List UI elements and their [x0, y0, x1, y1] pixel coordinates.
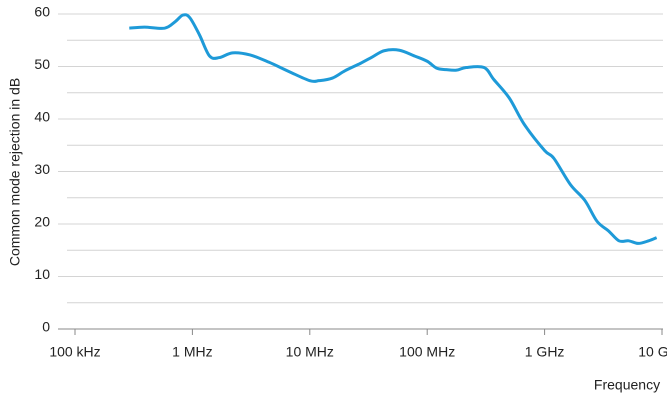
x-tick-label: 10 GHz: [638, 344, 667, 360]
x-tick-label: 10 MHz: [286, 344, 334, 360]
y-tick-label: 50: [34, 56, 50, 72]
y-tick-label: 60: [34, 4, 50, 20]
y-tick-label: 0: [42, 319, 50, 335]
y-tick-label: 20: [34, 214, 50, 230]
y-axis-label: Common mode rejection in dB: [7, 78, 23, 266]
x-tick-label: 100 MHz: [399, 344, 455, 360]
x-axis-label: Frequency: [594, 377, 660, 393]
data-line: [129, 13, 658, 245]
x-tick-label: 100 kHz: [49, 344, 100, 360]
x-tick-label: 1 MHz: [172, 344, 212, 360]
y-tick-label: 30: [34, 161, 50, 177]
x-tick-label: 1 GHz: [525, 344, 565, 360]
y-tick-label: 40: [34, 109, 50, 125]
y-tick-label: 10: [34, 266, 50, 282]
